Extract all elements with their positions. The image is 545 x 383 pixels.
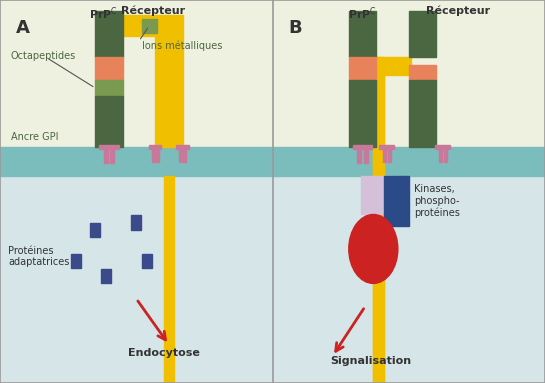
Bar bbox=[142, 19, 156, 33]
Bar bbox=[409, 80, 436, 147]
Bar bbox=[361, 176, 397, 214]
Text: Endocytose: Endocytose bbox=[128, 348, 199, 358]
Bar bbox=[0, 176, 272, 383]
Bar bbox=[379, 145, 395, 149]
Text: Protéines
adaptatrices: Protéines adaptatrices bbox=[8, 246, 70, 267]
Text: A: A bbox=[16, 19, 30, 37]
Bar bbox=[156, 149, 159, 162]
Bar bbox=[272, 147, 545, 176]
Bar bbox=[409, 11, 436, 57]
Bar bbox=[104, 149, 108, 163]
Text: Ions métalliques: Ions métalliques bbox=[142, 40, 222, 51]
Bar bbox=[149, 145, 161, 149]
Bar bbox=[131, 215, 141, 230]
Bar bbox=[349, 11, 376, 57]
Text: Récepteur: Récepteur bbox=[121, 6, 185, 16]
Bar bbox=[439, 149, 442, 162]
Bar bbox=[71, 254, 81, 268]
Bar bbox=[124, 15, 183, 36]
Text: PrP$^\mathsf{C}$: PrP$^\mathsf{C}$ bbox=[348, 6, 377, 22]
Bar bbox=[444, 149, 447, 162]
Bar bbox=[90, 223, 100, 237]
Bar bbox=[384, 176, 409, 226]
Bar bbox=[409, 65, 436, 80]
Bar bbox=[155, 36, 183, 147]
Bar bbox=[373, 57, 411, 75]
Bar bbox=[435, 145, 450, 149]
Bar bbox=[0, 0, 272, 147]
Text: PrP$^\mathsf{C}$: PrP$^\mathsf{C}$ bbox=[89, 6, 118, 22]
Bar bbox=[364, 149, 368, 163]
Text: Kinases,
phospho-
protéines: Kinases, phospho- protéines bbox=[414, 184, 460, 218]
Bar bbox=[349, 80, 376, 147]
Bar bbox=[383, 149, 386, 162]
Bar bbox=[110, 149, 114, 163]
Text: Octapeptides: Octapeptides bbox=[11, 51, 76, 61]
Text: Signalisation: Signalisation bbox=[330, 356, 411, 366]
Bar bbox=[95, 57, 123, 80]
Bar bbox=[357, 149, 361, 163]
Bar bbox=[373, 75, 384, 383]
Bar bbox=[179, 149, 183, 162]
Bar bbox=[95, 80, 123, 96]
Text: Récepteur: Récepteur bbox=[426, 6, 490, 16]
Bar bbox=[0, 147, 272, 176]
Bar bbox=[95, 96, 123, 147]
Bar bbox=[183, 149, 186, 162]
Bar bbox=[353, 145, 372, 149]
Bar bbox=[272, 176, 545, 383]
Bar bbox=[164, 176, 174, 383]
Bar bbox=[152, 149, 155, 162]
Bar bbox=[99, 145, 119, 149]
Bar bbox=[95, 11, 123, 57]
Bar bbox=[101, 269, 111, 283]
Bar bbox=[177, 145, 189, 149]
Circle shape bbox=[349, 214, 398, 283]
Bar bbox=[272, 0, 545, 147]
Bar bbox=[373, 57, 384, 383]
Bar bbox=[349, 57, 376, 80]
Bar bbox=[387, 149, 391, 162]
Bar bbox=[142, 254, 152, 268]
Text: B: B bbox=[289, 19, 302, 37]
Text: Ancre GPI: Ancre GPI bbox=[11, 132, 58, 142]
